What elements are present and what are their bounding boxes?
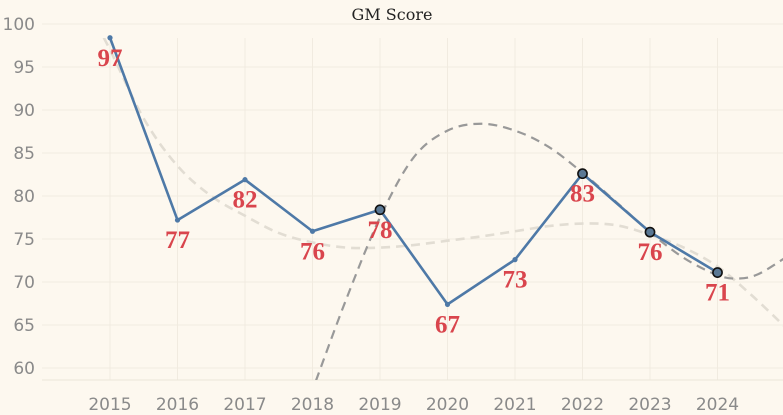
data-series	[107, 35, 723, 307]
x-tick-2019: 2019	[358, 395, 401, 415]
y-tick-95: 95	[13, 58, 35, 78]
x-tick-2021: 2021	[493, 395, 536, 415]
y-tick-85: 85	[13, 144, 35, 164]
y-tick-90: 90	[13, 101, 35, 121]
data-point-2022	[577, 168, 588, 180]
trend-curve-2	[102, 38, 783, 327]
data-point-2015	[107, 35, 113, 41]
data-point-2021	[512, 257, 518, 263]
x-tick-2015: 2015	[88, 395, 131, 415]
data-labels: 97 77 82 76 78 67 73 83 76 71	[98, 45, 731, 339]
data-label-2020: 67	[435, 311, 460, 338]
x-tick-2018: 2018	[291, 395, 334, 415]
y-tick-70: 70	[13, 273, 35, 293]
trend-curve-1	[315, 122, 783, 380]
data-point-2019	[374, 204, 386, 216]
y-tick-60: 60	[13, 359, 35, 379]
data-label-2016: 77	[165, 227, 190, 254]
data-label-2023: 76	[638, 239, 663, 266]
data-label-2024: 71	[705, 280, 730, 307]
y-axis: 60 65 70 75 80 85 90 95 100	[3, 15, 35, 379]
data-label-2015: 97	[98, 45, 123, 72]
data-label-2021: 73	[503, 267, 528, 294]
grid	[42, 23, 783, 380]
x-tick-2023: 2023	[628, 395, 671, 415]
data-point-2020	[444, 301, 451, 307]
x-tick-2020: 2020	[426, 395, 469, 415]
data-point-2024	[712, 267, 723, 278]
y-tick-80: 80	[13, 187, 35, 207]
data-point-2016	[174, 217, 181, 223]
data-point-2023	[644, 226, 656, 238]
y-tick-75: 75	[13, 230, 35, 250]
y-tick-100: 100	[3, 15, 35, 35]
data-label-2019: 78	[368, 217, 393, 244]
x-tick-2017: 2017	[223, 395, 266, 415]
chart-title: GM Score	[352, 5, 433, 24]
data-label-2018: 76	[300, 238, 325, 265]
data-point-2018	[309, 228, 316, 234]
x-tick-2016: 2016	[156, 395, 199, 415]
data-point-2017	[242, 177, 248, 183]
data-label-2022: 83	[570, 181, 595, 208]
x-tick-2024: 2024	[696, 395, 739, 415]
x-tick-2022: 2022	[561, 395, 604, 415]
y-tick-65: 65	[13, 316, 35, 336]
x-axis: 2015 2016 2017 2018 2019 2020 2021 2022 2023 2024	[88, 395, 739, 415]
data-label-2017: 82	[233, 187, 258, 214]
series-line	[108, 37, 719, 306]
